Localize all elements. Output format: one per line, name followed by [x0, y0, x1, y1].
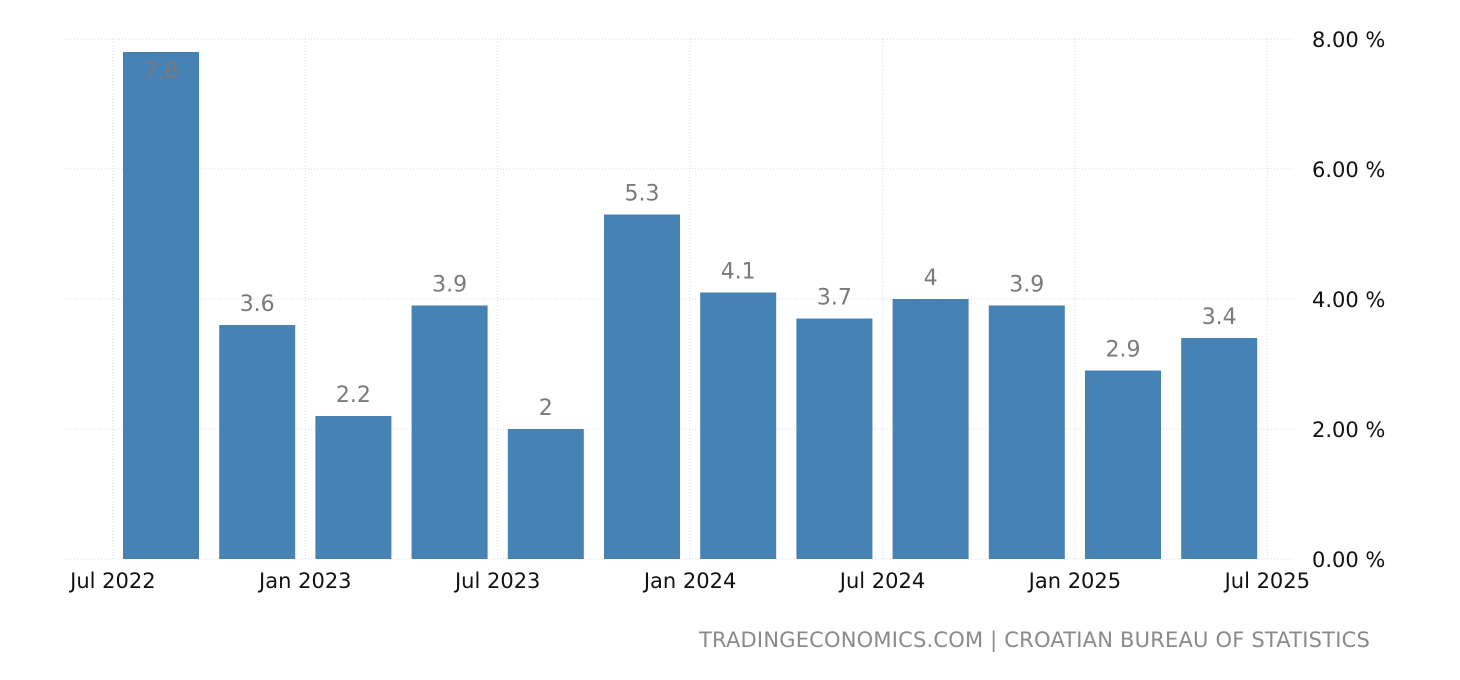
x-tick-label-6: Jul 2025 [1223, 569, 1310, 593]
bar-3 [411, 305, 488, 559]
x-axis: Jul 2022 Jan 2023 Jul 2023 Jan 2024 Jul 2024… [68, 569, 1310, 593]
y-axis: 0.00 % 2.00 % 4.00 % 6.00 % 8.00 % [1312, 28, 1385, 572]
bar-1 [219, 325, 296, 559]
y-tick-label-4: 8.00 % [1312, 28, 1385, 52]
x-tick-label-5: Jan 2025 [1027, 569, 1122, 593]
bar-7 [796, 318, 873, 559]
bar-5 [604, 214, 680, 559]
data-label-7: 3.7 [817, 286, 852, 311]
data-label-2: 2.2 [336, 383, 371, 408]
x-tick-label-0: Jul 2022 [68, 569, 155, 593]
data-label-0: 7.8 [144, 59, 179, 84]
source-caption: TRADINGECONOMICS.COM | CROATIAN BUREAU O… [699, 628, 1370, 652]
data-label-10: 2.9 [1106, 338, 1141, 363]
bars [123, 52, 1258, 559]
bar-2 [315, 416, 392, 559]
y-tick-label-1: 2.00 % [1312, 418, 1385, 442]
bar-9 [988, 305, 1065, 559]
data-label-6: 4.1 [721, 260, 756, 285]
x-tick-label-2: Jul 2023 [453, 569, 540, 593]
data-label-9: 3.9 [1009, 273, 1044, 298]
x-tick-label-1: Jan 2023 [257, 569, 352, 593]
bar-8 [892, 299, 969, 559]
data-label-3: 3.9 [432, 273, 467, 298]
y-tick-label-0: 0.00 % [1312, 548, 1385, 572]
data-label-11: 3.4 [1202, 305, 1237, 330]
bar-chart: 7.8 3.6 2.2 3.9 2 5.3 4.1 3.7 4 3.9 2.9 3.4 0.00 % 2… [65, 28, 1385, 593]
bar-11 [1181, 338, 1258, 559]
x-tick-label-3: Jan 2024 [642, 569, 737, 593]
bar-6 [700, 292, 777, 559]
y-tick-label-3: 6.00 % [1312, 158, 1385, 182]
data-label-5: 5.3 [625, 182, 660, 207]
bar-4 [507, 429, 584, 559]
y-tick-label-2: 4.00 % [1312, 288, 1385, 312]
data-label-8: 4 [924, 266, 938, 291]
data-label-1: 3.6 [240, 292, 275, 317]
bar-0 [123, 52, 199, 559]
data-label-4: 2 [539, 396, 553, 421]
bar-10 [1085, 370, 1161, 559]
data-labels: 7.8 3.6 2.2 3.9 2 5.3 4.1 3.7 4 3.9 2.9 3.4 [144, 59, 1237, 421]
x-tick-label-4: Jul 2024 [838, 569, 925, 593]
